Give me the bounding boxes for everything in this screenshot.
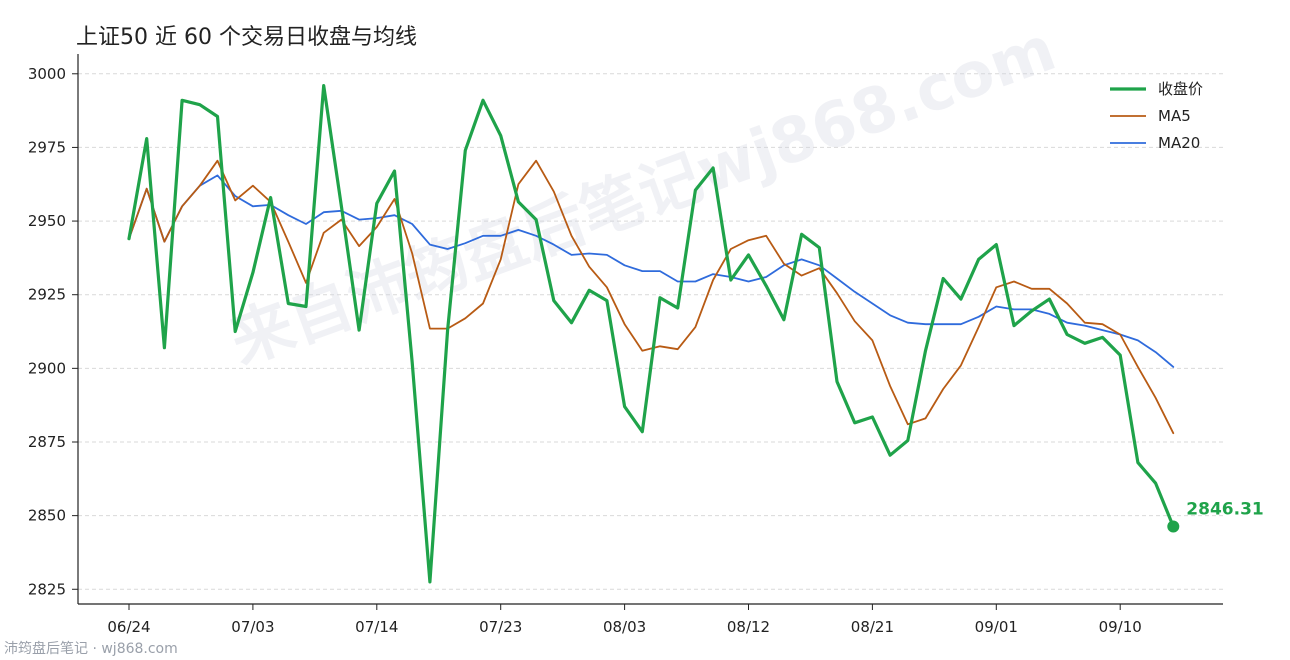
last-close-point — [1167, 520, 1180, 533]
x-tick-label: 07/14 — [355, 618, 398, 636]
x-tick-label: 07/03 — [231, 618, 274, 636]
axes: 2825 2850 2875 2900 2925 2950 2975 3000 06/24 07/… — [28, 54, 1223, 636]
footer-source: 沛筠盘后笔记 · wj868.com — [4, 640, 178, 657]
y-tick-label: 2850 — [28, 507, 66, 525]
series-line-ma5 — [128, 159, 1175, 435]
legend-label-close: 收盘价 — [1158, 80, 1203, 98]
y-tick-label: 2975 — [28, 138, 66, 156]
series-line-ma20 — [128, 174, 1175, 368]
series-lines: 2846.31 — [127, 83, 1264, 584]
x-tick-label: 07/23 — [479, 618, 522, 636]
y-tick-label: 2950 — [28, 212, 66, 230]
legend: 收盘价 MA5 MA20 — [1110, 80, 1203, 152]
x-tick-label: 06/24 — [107, 618, 150, 636]
watermark: 来自沛筠盘后笔记wj868.com — [221, 11, 1065, 378]
y-tick-label: 2875 — [28, 433, 66, 451]
y-tick-label: 2825 — [28, 580, 66, 598]
series-line-close — [127, 83, 1175, 584]
legend-label-ma20: MA20 — [1158, 134, 1200, 152]
x-tick-label: 09/10 — [1099, 618, 1142, 636]
y-tick-label: 2900 — [28, 359, 66, 377]
grid-lines — [78, 73, 1223, 590]
y-tick-label: 2925 — [28, 286, 66, 304]
y-tick-label: 3000 — [28, 65, 66, 83]
x-tick-label: 08/03 — [603, 618, 646, 636]
x-tick-label: 08/21 — [851, 618, 894, 636]
last-close-label: 2846.31 — [1186, 499, 1263, 519]
legend-label-ma5: MA5 — [1158, 107, 1191, 125]
x-tick-label: 09/01 — [975, 618, 1018, 636]
x-tick-label: 08/12 — [727, 618, 770, 636]
chart-title: 上证50 近 60 个交易日收盘与均线 — [76, 25, 417, 50]
